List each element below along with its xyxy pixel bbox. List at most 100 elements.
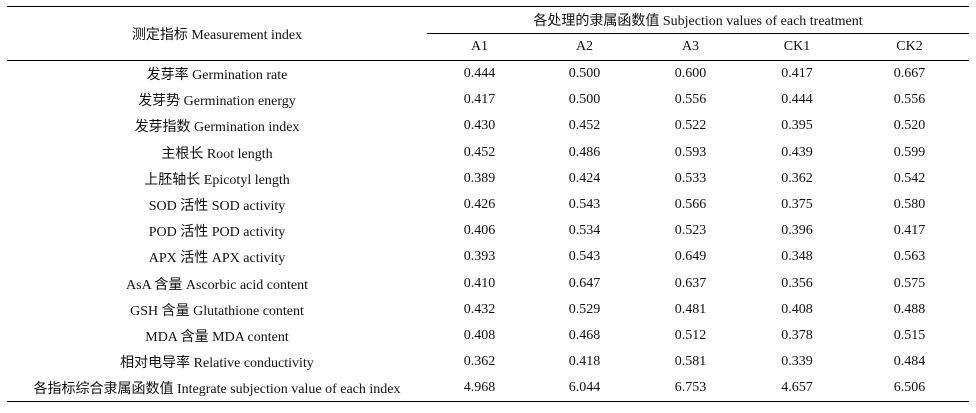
cell-value: 6.044 — [532, 375, 637, 403]
column-header-a2: A2 — [532, 33, 637, 61]
cell-value: 6.506 — [850, 375, 970, 403]
cell-value: 0.408 — [781, 301, 813, 317]
cell-value: 0.500 — [568, 92, 601, 108]
cell-value: 0.362 — [781, 170, 813, 186]
cell-value: 0.543 — [568, 197, 601, 213]
cell-value: 0.575 — [893, 275, 926, 291]
table-row: APX 活性 APX activity 0.393 0.543 0.649 0.348 0… — [7, 244, 969, 270]
cell-value: 0.556 — [674, 92, 707, 108]
cell-value: 0.444 — [463, 66, 496, 82]
cell-value: 0.533 — [674, 170, 707, 186]
cell-value: 0.362 — [463, 354, 496, 370]
cell-value: 0.563 — [893, 249, 926, 265]
cell-value: 0.406 — [463, 223, 496, 239]
row-index-name: APX 活性 APX activity — [148, 251, 286, 267]
cell-value: 0.432 — [463, 301, 496, 317]
cell-value: 0.417 — [781, 66, 813, 82]
row-index-name: 各指标综合隶属函数值 Integrate subjection value of… — [7, 375, 427, 403]
cell-value: 0.439 — [781, 144, 813, 160]
cell-value: 0.393 — [463, 249, 496, 265]
group-header: 各处理的隶属函数值 Subjection values of each trea… — [427, 6, 970, 34]
cell-value: 0.430 — [463, 118, 496, 134]
cell-value: 0.468 — [568, 327, 601, 343]
table-row: SOD 活性 SOD activity 0.426 0.543 0.566 0.375 0… — [7, 192, 969, 218]
cell-value: 0.481 — [674, 301, 707, 317]
cell-value: 0.637 — [674, 275, 707, 291]
index-header: 测定指标 Measurement index — [7, 6, 427, 61]
cell-value: 0.356 — [781, 275, 813, 291]
column-header-ck1: CK1 — [744, 33, 850, 61]
table-row: 发芽指数 Germination index 0.430 0.452 0.522 0.3… — [7, 113, 969, 139]
row-index-name: 相对电导率 Relative conductivity — [120, 356, 314, 372]
column-header-ck2: CK2 — [850, 33, 970, 61]
table-row: 发芽率 Germination rate 0.444 0.500 0.600 0.417… — [7, 61, 969, 88]
row-index-name: 发芽率 Germination rate — [146, 68, 288, 84]
cell-value: 0.512 — [674, 327, 707, 343]
cell-value: 0.375 — [781, 197, 813, 213]
table-row: 各指标综合隶属函数值 Integrate subjection value of… — [7, 375, 970, 403]
cell-value: 0.523 — [674, 223, 707, 239]
cell-value: 0.647 — [568, 275, 601, 291]
cell-value: 0.534 — [568, 223, 601, 239]
table-row: 上胚轴长 Epicotyl length 0.389 0.424 0.533 0.362… — [7, 166, 969, 192]
cell-value: 0.417 — [463, 92, 496, 108]
cell-value: 0.581 — [674, 354, 707, 370]
cell-value: 0.556 — [893, 92, 926, 108]
cell-value: 0.543 — [568, 249, 601, 265]
cell-value: 0.452 — [463, 144, 496, 160]
cell-value: 0.426 — [463, 197, 496, 213]
subjection-values-table: 测定指标 Measurement index 各处理的隶属函数值 Subject… — [7, 6, 970, 403]
cell-value: 0.522 — [674, 118, 707, 134]
cell-value: 0.515 — [893, 327, 926, 343]
row-index-name: 上胚轴长 Epicotyl length — [144, 172, 290, 188]
cell-value: 0.396 — [781, 223, 813, 239]
cell-value: 0.580 — [893, 197, 926, 213]
table-row: 主根长 Root length 0.452 0.486 0.593 0.439 0.599 — [7, 140, 969, 166]
cell-value: 0.500 — [568, 66, 601, 82]
cell-value: 0.408 — [463, 327, 496, 343]
cell-value: 0.417 — [893, 223, 926, 239]
cell-value: 0.600 — [674, 66, 707, 82]
cell-value: 0.339 — [781, 354, 813, 370]
cell-value: 0.529 — [568, 301, 601, 317]
cell-value: 6.753 — [637, 375, 744, 403]
cell-value: 4.657 — [744, 375, 850, 403]
table-row: MDA 含量 MDA content 0.408 0.468 0.512 0.378 0.… — [7, 323, 969, 349]
table-row: POD 活性 POD activity 0.406 0.534 0.523 0.396 0… — [7, 218, 969, 244]
row-index-name: AsA 含量 Ascorbic acid content — [126, 277, 308, 293]
row-index-name: SOD 活性 SOD activity — [148, 199, 286, 215]
row-index-name: 发芽指数 Germination index — [134, 120, 300, 136]
cell-value: 0.566 — [674, 197, 707, 213]
cell-value: 0.424 — [568, 170, 601, 186]
cell-value: 0.667 — [893, 66, 926, 82]
table-row: GSH 含量 Glutathione content 0.432 0.529 0.48… — [7, 297, 969, 323]
column-header-a1: A1 — [427, 33, 532, 61]
cell-value: 0.444 — [781, 92, 813, 108]
cell-value: 0.649 — [674, 249, 707, 265]
table-row: AsA 含量 Ascorbic acid content 0.410 0.647 0.… — [7, 271, 969, 297]
table-row: 相对电导率 Relative conductivity 0.362 0.418 0.5… — [7, 349, 969, 375]
row-index-name: GSH 含量 Glutathione content — [130, 303, 304, 319]
cell-value: 0.484 — [893, 354, 926, 370]
cell-value: 0.599 — [893, 144, 926, 160]
cell-value: 0.452 — [568, 118, 601, 134]
cell-value: 4.968 — [427, 375, 532, 403]
cell-value: 0.348 — [781, 249, 813, 265]
cell-value: 0.488 — [893, 301, 926, 317]
cell-value: 0.418 — [568, 354, 601, 370]
cell-value: 0.389 — [463, 170, 496, 186]
row-index-name: 主根长 Root length — [161, 146, 273, 162]
cell-value: 0.593 — [674, 144, 707, 160]
cell-value: 0.395 — [781, 118, 813, 134]
cell-value: 0.378 — [781, 327, 813, 343]
row-index-name: POD 活性 POD activity — [148, 225, 286, 241]
column-header-a3: A3 — [637, 33, 744, 61]
table-body: 发芽率 Germination rate 0.444 0.500 0.600 0.417… — [7, 61, 970, 403]
cell-value: 0.486 — [568, 144, 601, 160]
cell-value: 0.410 — [463, 275, 496, 291]
row-index-name: 发芽势 Germination energy — [138, 94, 296, 110]
table-row: 发芽势 Germination energy 0.417 0.500 0.556 0.4… — [7, 87, 969, 113]
row-index-name: MDA 含量 MDA content — [145, 329, 289, 345]
cell-value: 0.520 — [893, 118, 926, 134]
